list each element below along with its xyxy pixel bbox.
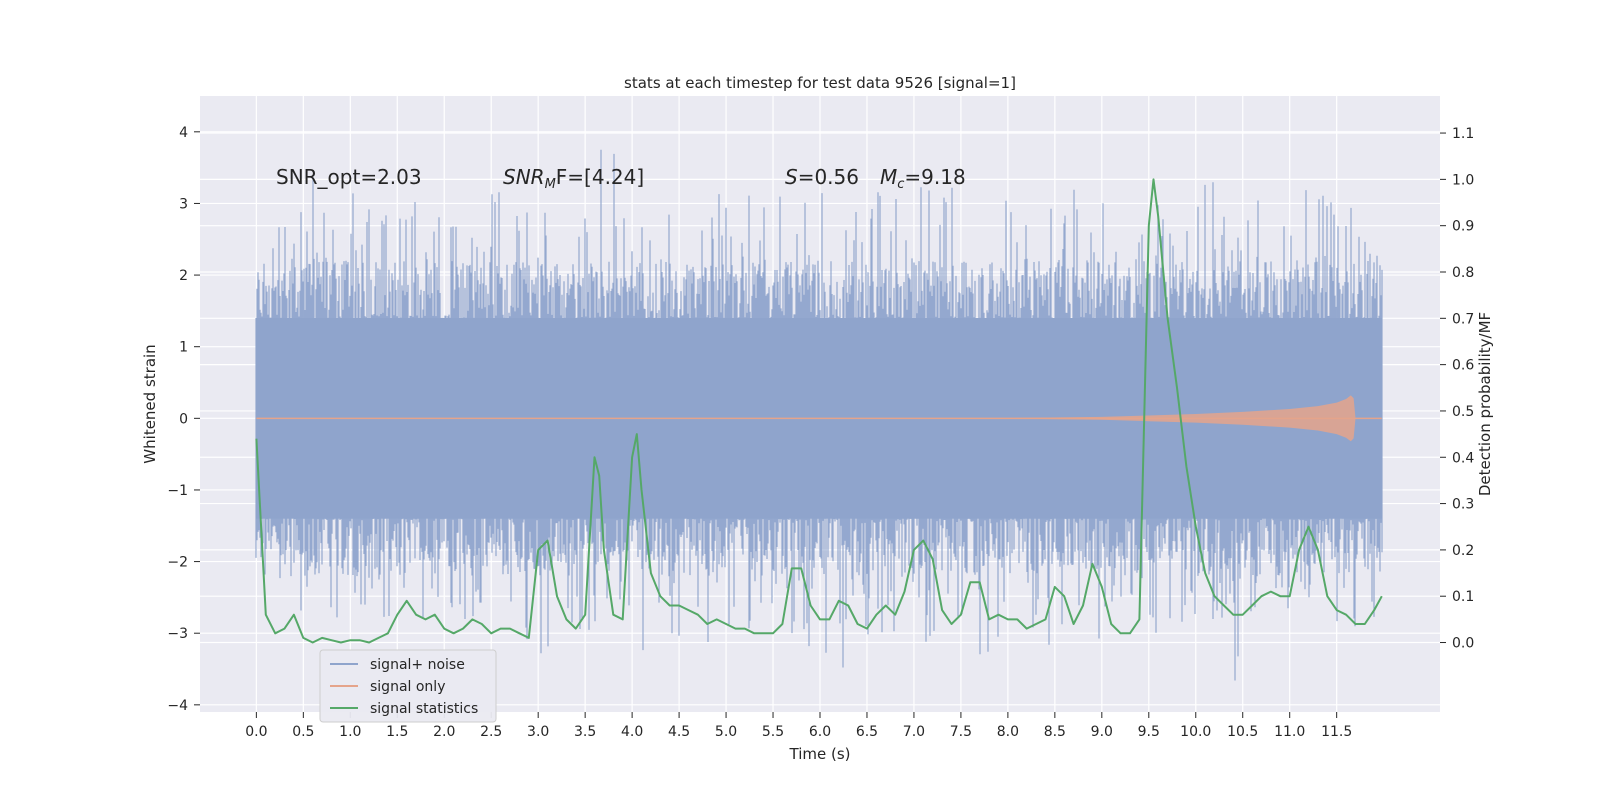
x-tick-label-4: 2.0 <box>433 724 455 740</box>
annotation-s: S=0.56 <box>785 165 859 189</box>
y2-tick-label-5: 0.5 <box>1452 404 1474 420</box>
x-tick-label-0: 0.0 <box>245 724 267 740</box>
y2-tick-label-10: 1.0 <box>1452 172 1474 188</box>
annotation-snr-mf: SNRMF=[4.24] <box>503 165 644 192</box>
y2-tick-label-3: 0.3 <box>1452 497 1474 513</box>
x-tick-label-7: 3.5 <box>574 724 596 740</box>
x-ticks: 0.0 0.5 1.0 1.5 2.0 2.5 3.0 3.5 4.0 4.5 5.0 5.5 6.0 6… <box>245 712 1352 740</box>
x-tick-label-20: 10.0 <box>1180 724 1211 740</box>
y2-tick-label-9: 0.9 <box>1452 219 1474 235</box>
annotation-snr-mf-rest: F=[4.24] <box>556 165 644 189</box>
series-signal-statistics-line <box>255 178 1383 644</box>
y2-tick-label-2: 0.2 <box>1452 543 1474 559</box>
x-tick-label-23: 11.5 <box>1321 724 1352 740</box>
y2-tick-label-6: 0.6 <box>1452 358 1474 374</box>
x-tick-label-18: 9.0 <box>1091 724 1113 740</box>
annotation-s-main: S <box>785 165 798 189</box>
x-tick-label-22: 11.0 <box>1274 724 1305 740</box>
y2-tick-label-1: 0.1 <box>1452 589 1474 605</box>
x-tick-label-19: 9.5 <box>1138 724 1160 740</box>
x-tick-label-10: 5.0 <box>715 724 737 740</box>
y-tick-label-8: 4 <box>179 125 188 141</box>
annotation-snr-opt: SNR_opt=2.03 <box>276 165 422 189</box>
y-axis-label: Whitened strain <box>141 344 159 463</box>
y-ticks: −4 −3 −2 −1 0 1 2 3 4 <box>167 125 200 714</box>
x-tick-label-2: 1.0 <box>339 724 361 740</box>
annotation-mc-main: M <box>880 165 897 189</box>
annotation-mc-rest: =9.18 <box>904 165 965 189</box>
x-tick-label-14: 7.0 <box>903 724 925 740</box>
y-tick-label-7: 3 <box>179 196 188 212</box>
y2-tick-label-11: 1.1 <box>1452 126 1474 142</box>
signal-layer <box>256 395 1382 442</box>
y-tick-label-3: −1 <box>167 483 188 499</box>
x-tick-label-13: 6.5 <box>856 724 878 740</box>
annotation-s-rest: =0.56 <box>798 165 859 189</box>
x-axis-label: Time (s) <box>789 745 851 763</box>
y-tick-label-4: 0 <box>179 411 188 427</box>
legend-label-signal-noise: signal+ noise <box>370 657 465 673</box>
x-tick-label-1: 0.5 <box>292 724 314 740</box>
legend: signal+ noise signal only signal statist… <box>319 649 497 723</box>
annotation-snr-mf-main: SNR <box>503 165 545 189</box>
y-tick-label-1: −3 <box>167 626 188 642</box>
annotation-mc: Mc=9.18 <box>880 165 966 192</box>
stats-layer <box>255 178 1383 644</box>
annotation-snr-mf-sub: M <box>545 177 556 192</box>
legend-box <box>319 649 497 723</box>
y2-axis-label: Detection probability/MF <box>1476 312 1494 496</box>
y2-tick-label-0: 0.0 <box>1452 636 1474 652</box>
y-tick-label-0: −4 <box>167 698 188 714</box>
x-tick-label-16: 8.0 <box>997 724 1019 740</box>
legend-label-signal-only: signal only <box>370 679 445 695</box>
y2-tick-label-7: 0.7 <box>1452 311 1474 327</box>
annotation-mc-sub: c <box>897 177 904 192</box>
x-tick-label-3: 1.5 <box>386 724 408 740</box>
x-tick-label-9: 4.5 <box>668 724 690 740</box>
x-tick-label-11: 5.5 <box>762 724 784 740</box>
x-tick-label-8: 4.0 <box>621 724 643 740</box>
x-tick-label-5: 2.5 <box>480 724 502 740</box>
y2-tick-label-8: 0.8 <box>1452 265 1474 281</box>
chart-title: stats at each timestep for test data 952… <box>624 74 1016 92</box>
y-tick-label-5: 1 <box>179 340 188 356</box>
y-tick-label-2: −2 <box>167 555 188 571</box>
x-tick-label-6: 3.0 <box>527 724 549 740</box>
y2-tick-label-4: 0.4 <box>1452 450 1474 466</box>
legend-label-signal-statistics: signal statistics <box>370 701 478 717</box>
y2-ticks: 0.0 0.1 0.2 0.3 0.4 0.5 0.6 0.7 0.8 0.9 1.0 1.1 <box>1440 126 1474 652</box>
x-tick-label-15: 7.5 <box>950 724 972 740</box>
x-tick-label-12: 6.0 <box>809 724 831 740</box>
x-tick-label-17: 8.5 <box>1044 724 1066 740</box>
x-tick-label-21: 10.5 <box>1227 724 1258 740</box>
y-tick-label-6: 2 <box>179 268 188 284</box>
